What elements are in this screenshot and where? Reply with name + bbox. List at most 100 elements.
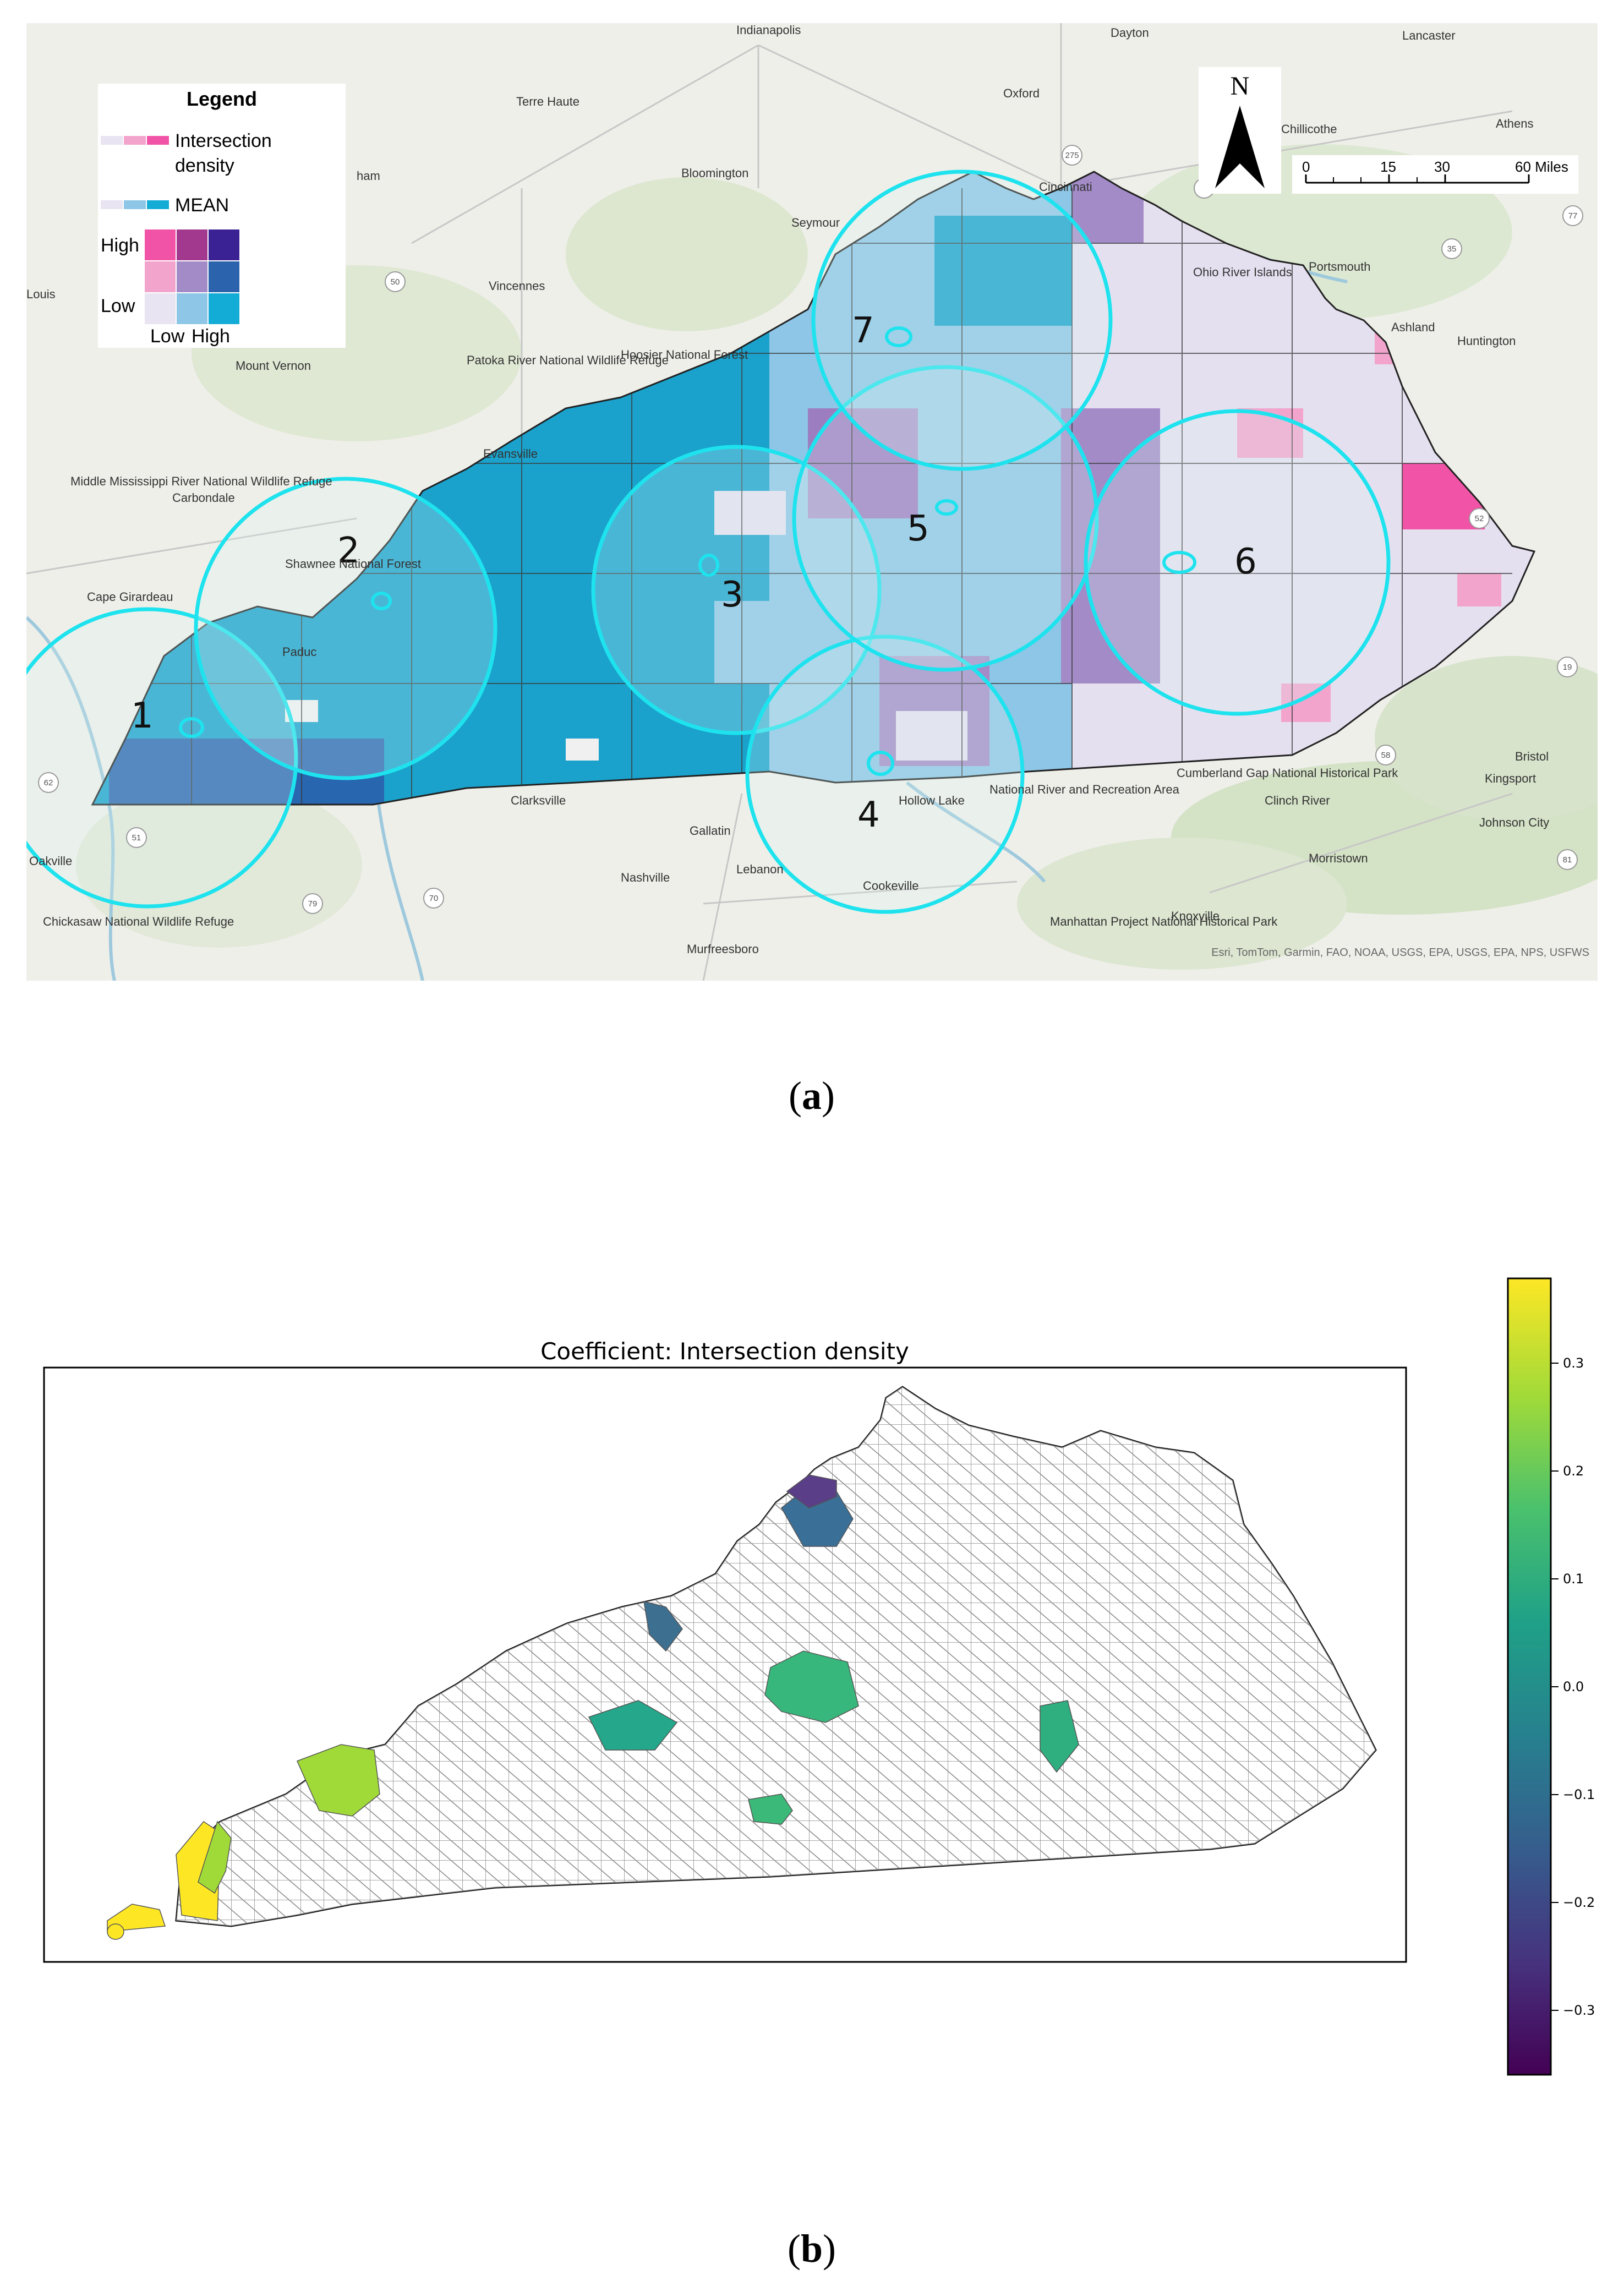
colorbar-tick-0.3: 0.3 (1563, 1355, 1584, 1371)
bivariate-map: 1 2 3 4 5 6 7 Indianapolis Dayton Lancas… (26, 23, 1598, 981)
zone-label-6: 6 (1234, 542, 1257, 582)
colorbar-tick-m0.3: −0.3 (1563, 2003, 1595, 2018)
colorbar-tick-m0.1: −0.1 (1563, 1787, 1595, 1802)
svg-text:60 Miles: 60 Miles (1515, 158, 1568, 175)
svg-text:Ashland: Ashland (1391, 320, 1435, 334)
colorbar-tick-m0.2: −0.2 (1563, 1895, 1595, 1910)
zone-centroid-blobs (179, 326, 1196, 776)
svg-text:Lebanon: Lebanon (736, 862, 784, 876)
svg-text:Johnson City: Johnson City (1479, 816, 1549, 829)
svg-text:Clinch River: Clinch River (1265, 794, 1330, 807)
svg-text:Huntington: Huntington (1457, 334, 1516, 348)
svg-text:51: 51 (132, 833, 141, 843)
svg-text:Murfreesboro: Murfreesboro (687, 942, 759, 956)
zone-label-5: 5 (907, 508, 929, 549)
legend-item-mean: MEAN (175, 195, 229, 216)
legend-item-intersection-2: density (175, 155, 234, 176)
legend-title: Legend (187, 88, 257, 110)
svg-text:79: 79 (308, 899, 318, 909)
svg-text:62: 62 (44, 778, 53, 788)
svg-text:Paduc: Paduc (282, 645, 316, 659)
caption-b: (b) (787, 2227, 836, 2271)
svg-text:Athens: Athens (1496, 117, 1534, 130)
basemap-roads (26, 23, 1513, 981)
colorbar: 0.3 0.2 0.1 0.0 −0.1 −0.2 −0.3 (1507, 1277, 1595, 2076)
svg-text:Cookeville: Cookeville (863, 879, 919, 893)
svg-text:Chillicothe: Chillicothe (1281, 122, 1337, 136)
svg-text:50: 50 (391, 277, 400, 287)
legend-low-label: Low (101, 296, 135, 316)
svg-text:Manhattan Project National His: Manhattan Project National Historical Pa… (1050, 915, 1278, 928)
route-shields: 275 62 77 35 50 52 19 58 51 79 70 62 81 (38, 145, 1583, 914)
coefficient-map: Coefficient: Intersection density 0.3 0.… (43, 1277, 1595, 2076)
attribution: Esri, TomTom, Garmin, FAO, NOAA, USGS, E… (1211, 947, 1589, 959)
zone-label-2: 2 (337, 531, 360, 571)
svg-text:Oxford: Oxford (1003, 86, 1040, 100)
zone-label-3: 3 (721, 575, 743, 615)
legend: Legend Intersection density MEAN High Lo… (98, 84, 346, 348)
svg-text:Mount Vernon: Mount Vernon (236, 359, 311, 373)
svg-text:Oakville: Oakville (29, 854, 72, 868)
north-label: N (1231, 72, 1250, 101)
zone-label-7: 7 (852, 310, 874, 351)
ky-outline-b (175, 1386, 1377, 1927)
svg-text:70: 70 (429, 894, 439, 903)
svg-text:Indianapolis: Indianapolis (736, 23, 801, 37)
scale-bar: 0 15 30 60 Miles (1292, 155, 1578, 194)
svg-text:Hoosier National Forest: Hoosier National Forest (621, 348, 748, 362)
svg-text:Middle Mississippi River Natio: Middle Mississippi River National Wildli… (70, 474, 332, 488)
svg-text:Ohio River Islands: Ohio River Islands (1193, 265, 1292, 279)
svg-text:30: 30 (1434, 158, 1450, 175)
basemap-terrain (76, 144, 1598, 970)
svg-text:ham: ham (357, 169, 380, 183)
svg-text:Gallatin: Gallatin (690, 824, 731, 838)
svg-text:15: 15 (1380, 158, 1396, 175)
zone-label-1: 1 (131, 696, 154, 736)
legend-axis-high: High (192, 326, 230, 347)
caption-a: (a) (789, 1074, 835, 1118)
svg-text:Chickasaw National Wildlife Re: Chickasaw National Wildlife Refuge (43, 915, 234, 928)
svg-text:35: 35 (1447, 244, 1457, 254)
svg-text:58: 58 (1381, 751, 1391, 760)
zone-label-4: 4 (857, 795, 880, 835)
colorbar-tick-0.0: 0.0 (1563, 1679, 1584, 1694)
legend-axis-low: Low (150, 326, 185, 347)
svg-text:Shawnee National Forest: Shawnee National Forest (285, 557, 421, 571)
significant-regions (107, 1474, 1079, 1940)
svg-text:Dayton: Dayton (1111, 26, 1149, 40)
chart-title: Coefficient: Intersection density (540, 1338, 909, 1365)
svg-text:Vincennes: Vincennes (489, 279, 545, 293)
svg-text:Clarksville: Clarksville (511, 794, 566, 807)
svg-text:National River and Recreation: National River and Recreation Area (989, 783, 1180, 796)
bivariate-swatch-grid (145, 229, 239, 324)
colorbar-tick-0.2: 0.2 (1563, 1463, 1584, 1479)
svg-text:Knoxville: Knoxville (1171, 909, 1220, 923)
colorbar-tick-0.1: 0.1 (1563, 1571, 1584, 1587)
svg-text:275: 275 (1065, 151, 1079, 160)
svg-text:Carbondale: Carbondale (172, 491, 235, 505)
svg-text:Bloomington: Bloomington (681, 166, 748, 180)
legend-high-label: High (101, 235, 139, 256)
svg-text:Louis: Louis (26, 287, 56, 301)
kentucky-outline (91, 171, 1536, 806)
svg-text:Hollow Lake: Hollow Lake (899, 794, 965, 807)
svg-text:Cincinnati: Cincinnati (1039, 180, 1092, 194)
svg-text:Evansville: Evansville (483, 447, 538, 461)
north-arrow: N (1199, 67, 1281, 194)
svg-text:77: 77 (1568, 211, 1578, 221)
svg-text:Portsmouth: Portsmouth (1309, 260, 1371, 274)
svg-text:19: 19 (1563, 663, 1572, 672)
svg-text:Nashville: Nashville (621, 871, 670, 884)
svg-text:0: 0 (1302, 158, 1310, 175)
svg-text:Kingsport: Kingsport (1485, 772, 1536, 785)
svg-text:Bristol: Bristol (1515, 750, 1549, 763)
svg-text:Lancaster: Lancaster (1402, 29, 1456, 42)
place-labels: Indianapolis Dayton Lancaster Terre Haut… (26, 23, 1549, 956)
zone-labels: 1 2 3 4 5 6 7 (131, 310, 1257, 835)
svg-text:Cumberland Gap National Histor: Cumberland Gap National Historical Park (1177, 766, 1398, 780)
svg-text:Cape Girardeau: Cape Girardeau (87, 590, 173, 604)
svg-text:52: 52 (1475, 514, 1484, 523)
svg-text:Morristown: Morristown (1309, 851, 1368, 865)
legend-item-intersection: Intersection (175, 130, 272, 151)
svg-text:Terre Haute: Terre Haute (516, 95, 579, 108)
